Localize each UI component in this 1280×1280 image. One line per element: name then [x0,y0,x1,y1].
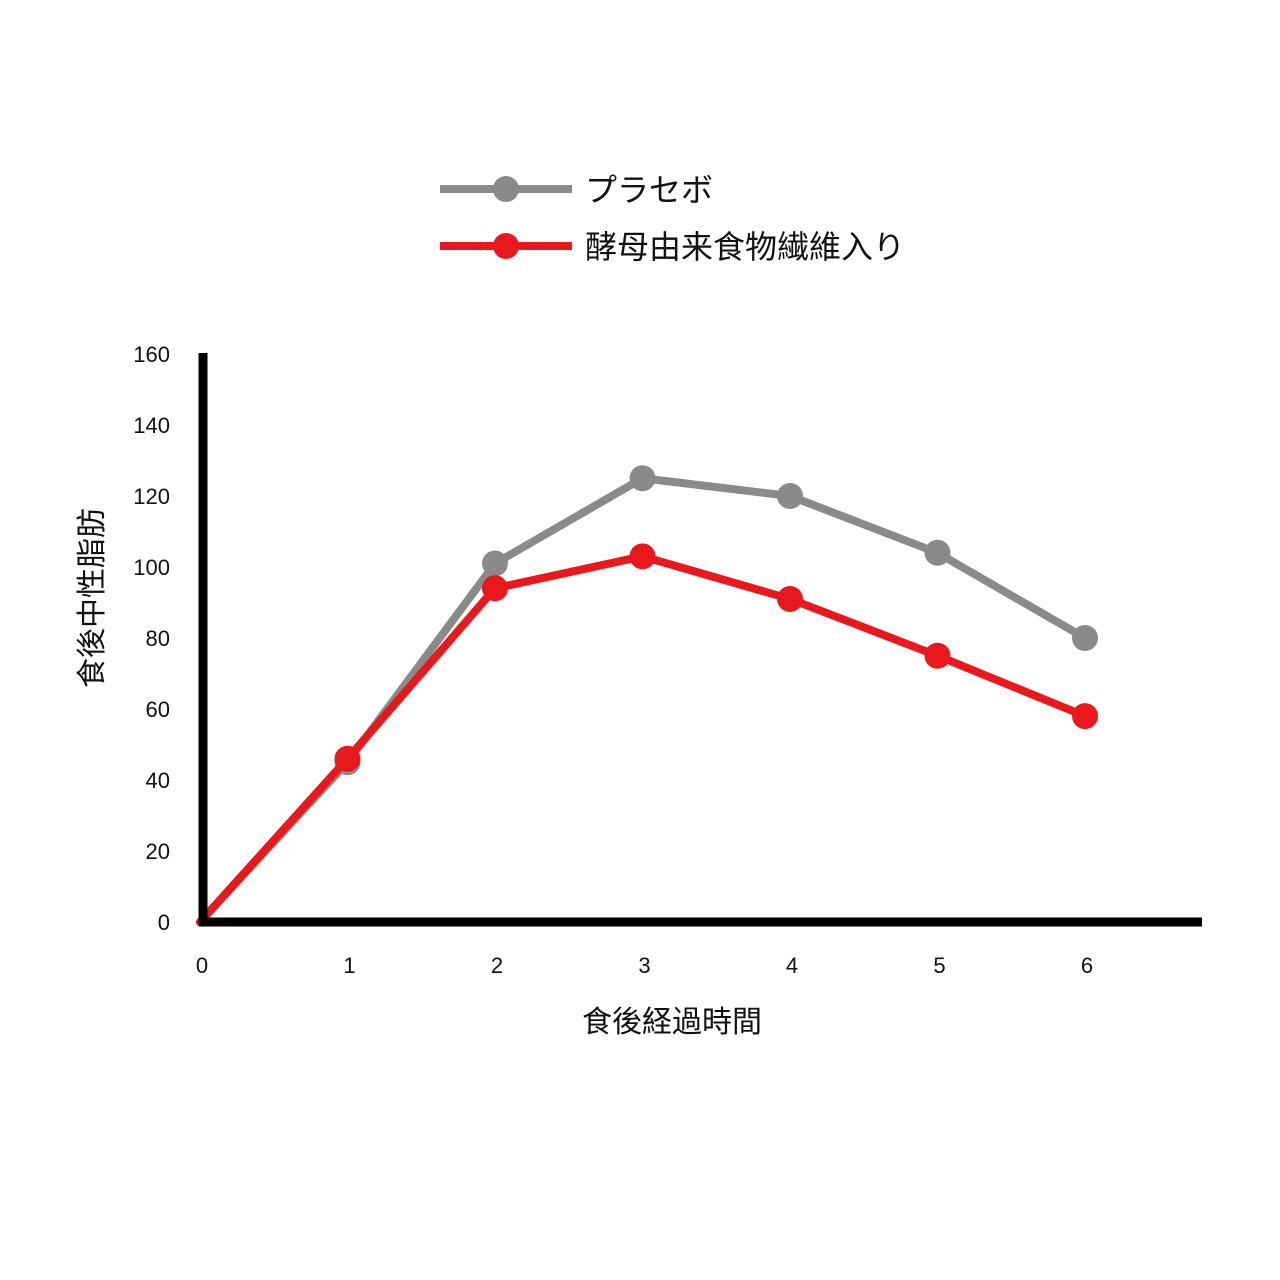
legend-label-yeast-fiber: 酵母由来食物繊維入り [585,228,905,266]
x-tick-label: 0 [196,953,208,978]
legend-label-placebo: プラセボ [585,171,713,209]
x-tick-label: 3 [638,953,650,978]
x-tick-label: 6 [1081,953,1093,978]
y-tick-label: 60 [146,697,170,722]
data-point [777,483,803,509]
data-point [482,550,508,577]
legend-item-placebo: プラセボ [440,171,713,209]
data-point [482,575,508,602]
data-point [924,539,951,566]
x-tick-label: 1 [343,953,355,978]
data-point [629,465,656,492]
y-tick-label: 40 [146,768,170,793]
series-line [196,552,1089,926]
data-point [777,585,803,612]
x-axis-title: 食後経過時間 [582,1005,762,1040]
y-tick-label: 100 [133,555,170,580]
series-1 [196,543,1098,926]
legend-marker-yeast-fiber [493,233,519,259]
y-tick-labels: 0 20 40 60 80 100 120 140 160 [133,342,170,935]
x-tick-label: 4 [786,953,798,978]
x-tick-label: 2 [491,953,503,978]
data-point [1072,703,1098,730]
legend-marker-placebo [493,176,519,202]
data-point [1072,625,1098,651]
legend-item-yeast-fiber: 酵母由来食物繊維入り [440,228,905,266]
series-0 [196,465,1098,926]
data-point [629,543,656,570]
x-tick-label: 5 [933,953,945,978]
x-tick-labels: 0 1 2 3 4 5 6 [196,953,1093,978]
y-tick-label: 80 [146,626,170,651]
y-axis-title: 食後中性脂肪 [75,508,110,688]
y-tick-label: 140 [133,413,170,438]
series-layer [196,465,1098,926]
legend: プラセボ 酵母由来食物繊維入り [440,171,905,266]
data-point [334,745,361,772]
y-tick-label: 120 [133,484,170,509]
y-tick-label: 0 [158,910,170,935]
y-tick-label: 160 [133,342,170,367]
y-tick-label: 20 [146,839,170,864]
data-point [924,642,951,669]
